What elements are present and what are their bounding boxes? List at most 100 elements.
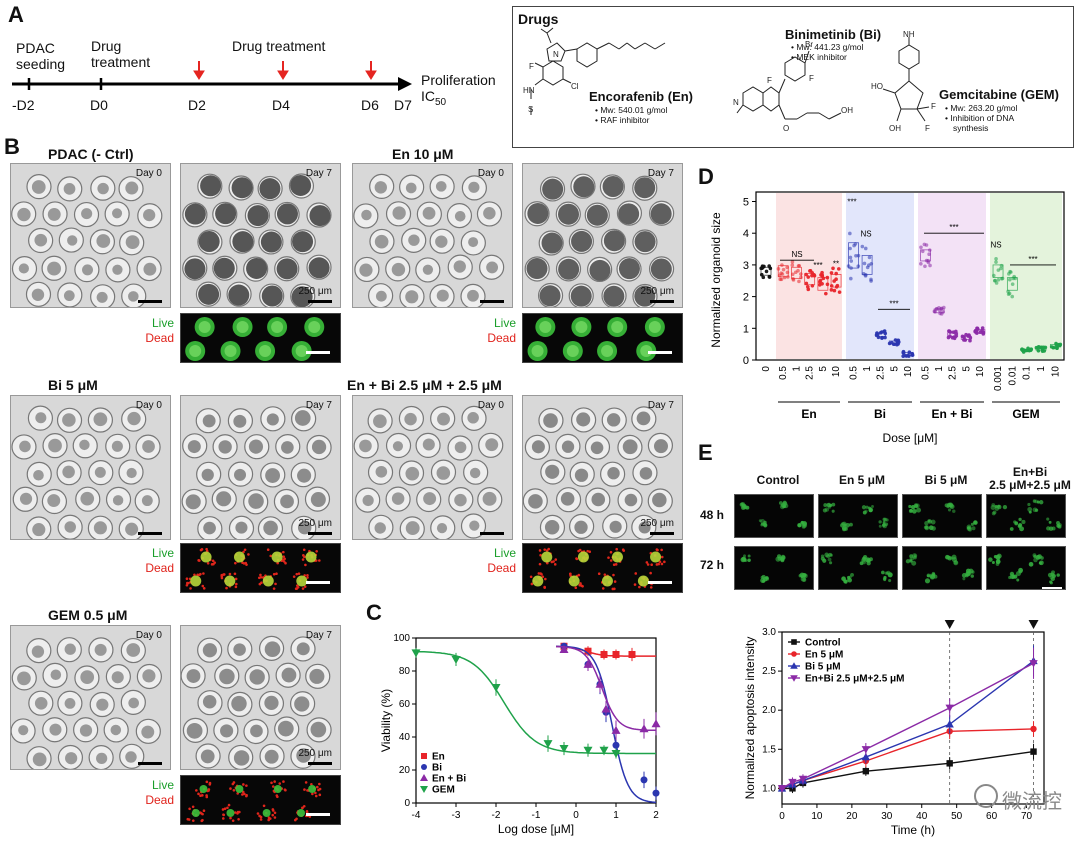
live-dead-legend-2: Live Dead [110,546,174,576]
chart-d-point-3-3-2 [968,338,972,343]
chart-c-ytick-5: 100 [393,633,410,644]
chart-c-point-3-3 [543,740,553,749]
live-label: Live [493,546,516,560]
chart-d-dose-2-0: 0.5 [849,366,860,380]
chart-d-point-1-2-7 [805,284,810,289]
chart-c-point-1-6 [652,789,660,797]
chart-e-point-3-1 [788,778,797,787]
chart-e-time-marker-icon-0 [944,620,955,629]
panel-e-col-label-3: En+Bi 2.5 μM+2.5 μM [989,465,1071,492]
panel-e-image-0-1 [818,494,898,538]
chart-d-point-1-4-2 [829,288,834,292]
chart-d-sig-5: *** [889,299,898,308]
panel-e-image-1-3 [986,546,1066,590]
chart-d-point-1-0-8 [776,267,781,271]
binimetinib-name: Binimetinib (Bi) [785,27,882,42]
chart-e-point-1-5 [1030,725,1037,733]
binimetinib-structure-icon: Br F F N OH O [733,40,853,133]
day-label-4-day7: Day 7 [305,630,332,641]
chart-d-point-3-0-2 [927,248,932,252]
dead-label: Dead [487,561,516,575]
fluor-scale-bar-2 [306,581,330,584]
binimetinib-o-atom: O [783,124,789,133]
chart-d-point-1-4-5 [837,267,841,271]
chart-d-point-3-4-8 [981,332,986,336]
chart-d-point-0-0-10 [767,274,772,279]
chart-d-point-1-4-8 [834,277,838,282]
chart-d-group-label-4: GEM [1012,407,1039,421]
panel-e-row-label-0: 48 h [700,508,725,522]
chart-d-point-2-4-4 [907,350,912,355]
chart-d-point-1-0-6 [778,277,783,282]
panel-e-image-1-1 [818,546,898,590]
chart-e-legend-label-3: En+Bi 2.5 μM+2.5 μM [805,674,905,685]
chart-e-point-3-3 [861,746,871,754]
chart-d-sig-6: *** [949,223,958,232]
treatment-arrow-d4 [277,61,289,80]
chart-d-point-4-1-1 [1007,277,1012,282]
panel-e-row-label-1: 72 h [700,558,725,572]
chart-d-point-2-4-11 [901,349,906,354]
chart-c-point-2-2 [595,679,605,688]
chart-c-point-3-5 [583,746,593,755]
chart-d-point-2-0-4 [849,276,853,281]
chart-d-point-2-0-10 [848,231,852,236]
chart-d-point-4-0-11 [999,263,1004,268]
chart-c-ytick-0: 0 [404,798,410,809]
chart-d-point-3-3-10 [967,334,972,338]
gemcitabine-f2-atom: F [931,102,936,111]
chart-d-point-1-2-6 [804,281,809,286]
chart-d-point-1-1-1 [790,260,795,264]
panel-e-col-label-1: En 5 μM [838,473,885,487]
chart-d-point-3-0-6 [924,243,929,247]
microwell-image-0-day0: Day 0 [10,163,171,308]
microwell-image-3-day7: Day 7 250 μm [522,395,683,540]
live-label: Live [151,546,174,560]
chart-e-xtick-5: 50 [951,811,963,822]
chart-e-xtick-3: 30 [881,811,893,822]
condition-title-3: En + Bi 2.5 μM + 2.5 μM [347,377,502,393]
chart-c-legend-marker-1 [421,764,427,770]
chart-d-point-3-1-9 [937,305,941,310]
chart-d-group-label-1: En [801,407,816,421]
gemcitabine-oh-atom: OH [889,124,901,133]
chart-d-point-3-0-7 [919,245,923,250]
chart-d-point-2-3-5 [887,341,892,346]
chart-d-sig-8: *** [1028,255,1037,264]
fluorescence-image-0 [180,313,341,363]
chart-c-fit-2 [555,645,656,732]
chart-d-point-1-1-11 [799,275,803,280]
chart-d-sig-1: *** [813,261,822,270]
chart-c-point-3-6 [599,746,609,755]
scale-bar-0-day0 [138,300,162,303]
chart-e-point-0-5 [1030,748,1037,755]
chart-d-point-3-3-9 [960,334,965,339]
chart-c-fit-3 [416,650,656,755]
timeline-day-2: D2 [188,97,206,113]
chart-e-ytick-4: 3.0 [762,627,776,638]
chart-d-dose-4-2: 0.1 [1022,366,1033,380]
dead-label: Dead [145,561,174,575]
chart-d-point-4-0-6 [992,273,996,278]
chart-c-xtick-0: -4 [412,810,421,821]
live-label: Live [493,316,516,330]
binimetinib-f2-atom: F [809,74,814,83]
scale-bar-1-day7 [650,300,674,303]
panel-e-scale-bar [1042,587,1062,589]
fluor-scale-bar-0 [306,351,330,354]
live-label: Live [151,778,174,792]
chart-d-point-2-1-10 [861,271,866,276]
scale-bar-4-day7 [308,762,332,765]
chart-d-point-1-2-8 [810,273,814,278]
live-dead-legend-3: Live Dead [452,546,516,576]
chart-d-point-2-0-7 [854,253,858,258]
chart-e-point-2-3 [861,752,871,761]
chart-d-point-4-4-9 [1056,342,1061,347]
timeline-pdac-seeding: PDAC seeding [16,40,66,72]
chart-e-ytick-0: 1.0 [762,783,776,794]
gemcitabine-info1: • Inhibition of DNA [945,113,1015,123]
chart-d-sig-4: NS [860,229,871,238]
chart-d-point-1-3-9 [820,281,824,286]
chart-d-dose-1-1: 1 [791,366,802,372]
